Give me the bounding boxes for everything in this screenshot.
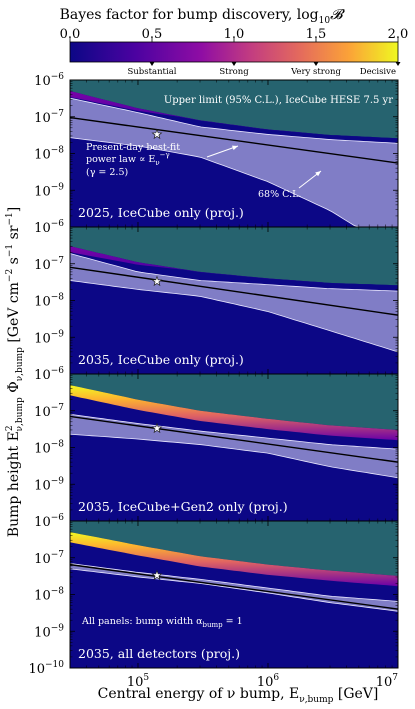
panels: 10−6 10−7 10−8 10−9 2025, IceCube only (proj… — [28, 72, 399, 690]
y-tick-label: 10−7 — [34, 109, 64, 126]
x-axis-label: Central energy of ν bump, Eν,bump [GeV] — [98, 686, 379, 705]
y-tick-label: 10−8 — [34, 146, 64, 163]
bayes-factor-band — [70, 385, 398, 441]
x-tick-label: 105 — [127, 673, 150, 690]
y-tick-label: 10−7 — [34, 550, 64, 567]
y-tick-label: 10−7 — [34, 256, 64, 273]
excluded-region — [70, 521, 398, 576]
confidence-band — [70, 253, 398, 353]
best-fit-arrow-head — [232, 145, 238, 151]
y-tick-label: 10−6 — [34, 366, 64, 383]
y-tick-label: 10−9 — [34, 182, 64, 199]
best-fit-line — [70, 116, 398, 164]
y-tick-label: 10−9 — [34, 476, 64, 493]
bump-width-annotation: All panels: bump width αbump = 1 — [81, 616, 243, 629]
y-tick-label: 10−6 — [34, 219, 64, 236]
panel-label: 2035, all detectors (proj.) — [78, 646, 240, 661]
best-fit-star — [151, 422, 163, 434]
colorbar-tick-label: 1.0 — [224, 27, 245, 42]
y-axis-label: Bump height E2ν,bump Φν,bump [GeV cm−2 s… — [5, 207, 25, 537]
colorbar-category-marker — [231, 62, 237, 66]
colorbar: Bayes factor for bump discovery, log10𝓑 … — [60, 7, 409, 77]
bayes-factor-band — [70, 532, 398, 587]
colorbar-category-labels: Substantial Strong Very strong Decisive — [128, 62, 401, 77]
best-fit-annotation-line1: Present-day best-fit — [86, 142, 180, 153]
y-tick-label: 10−8 — [34, 293, 64, 310]
colorbar-category-label: Very strong — [290, 67, 341, 77]
best-fit-line — [70, 415, 398, 463]
y-tick-label: 10−9 — [34, 623, 64, 640]
y-tick-label: 10−10 — [28, 660, 64, 677]
y-tick-label: 10−6 — [34, 72, 64, 89]
y-tick-label: 10−8 — [34, 587, 64, 604]
colorbar-category-label: Strong — [219, 67, 249, 77]
best-fit-star — [151, 569, 163, 581]
ci-arrow-head — [315, 171, 321, 177]
panel-4: 10−6 10−7 10−8 10−9 10−10 2035, all detectors… — [28, 513, 399, 677]
y-tick-label: 10−8 — [34, 440, 64, 457]
colorbar-tick-label: 0.5 — [142, 27, 163, 42]
y-tick-label: 10−9 — [34, 329, 64, 346]
excluded-region — [70, 80, 398, 139]
colorbar-gradient — [69, 41, 399, 63]
colorbar-category-marker — [149, 62, 155, 66]
colorbar-title: Bayes factor for bump discovery, log10𝓑 — [60, 7, 346, 26]
colorbar-tick-label: 0.0 — [60, 27, 81, 42]
ci-annotation: 68% C.L. — [258, 189, 301, 200]
colorbar-category-label: Decisive — [360, 67, 396, 77]
colorbar-tick-label: 2.0 — [388, 27, 409, 42]
best-fit-star — [151, 275, 163, 287]
colorbar-tick-labels: 0.0 0.5 1.0 1.5 2.0 — [60, 27, 409, 42]
panel-2: 10−6 10−7 10−8 10−9 2035, IceCube only (proj… — [34, 219, 399, 375]
panel-label: 2025, IceCube only (proj.) — [78, 205, 244, 220]
colorbar-category-marker — [313, 62, 319, 66]
excluded-region — [70, 227, 398, 286]
upper-limit-annotation: Upper limit (95% C.L.), IceCube HESE 7.5… — [164, 95, 393, 106]
x-tick-label: 107 — [376, 673, 399, 690]
best-fit-line — [70, 266, 398, 316]
best-fit-annotation-line3: (γ = 2.5) — [86, 167, 128, 178]
x-tick-label: 106 — [257, 673, 280, 690]
panel-3: 10−6 10−7 10−8 10−9 2035, IceCube+Gen2 only … — [34, 366, 399, 522]
colorbar-category-marker — [395, 62, 401, 66]
excluded-region — [70, 374, 398, 430]
y-tick-label: 10−7 — [34, 403, 64, 420]
panel-label: 2035, IceCube only (proj.) — [78, 352, 244, 367]
best-fit-star — [151, 128, 163, 140]
panel-label: 2035, IceCube+Gen2 only (proj.) — [78, 499, 288, 514]
best-fit-line — [70, 563, 398, 610]
confidence-band — [70, 97, 398, 227]
panel-1: 10−6 10−7 10−8 10−9 2025, IceCube only (proj… — [34, 72, 399, 228]
y-tick-label: 10−6 — [34, 513, 64, 530]
best-fit-annotation-line2: power law ∝ Eν−γ — [86, 151, 170, 167]
colorbar-tick-label: 1.5 — [306, 27, 327, 42]
confidence-band — [70, 413, 398, 479]
colorbar-category-label: Substantial — [128, 67, 177, 77]
